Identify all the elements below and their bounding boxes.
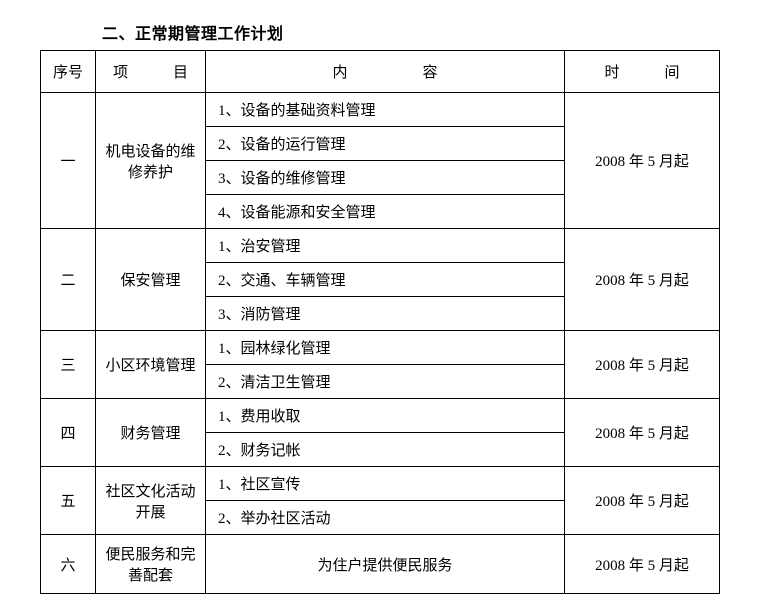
- cell-content: 1、治安管理2、交通、车辆管理3、消防管理: [206, 229, 565, 331]
- table-row: 六便民服务和完善配套为住户提供便民服务2008 年 5 月起: [41, 535, 720, 594]
- section-caption: 二、正常期管理工作计划: [40, 20, 720, 44]
- header-content-text: 内 容: [332, 65, 437, 81]
- header-content: 内 容: [206, 51, 565, 93]
- cell-time: 2008 年 5 月起: [565, 93, 720, 229]
- table-row: 三小区环境管理1、园林绿化管理2、清洁卫生管理2008 年 5 月起: [41, 331, 720, 399]
- content-line: 3、设备的维修管理: [206, 160, 564, 194]
- content-line: 2、举办社区活动: [206, 500, 564, 534]
- content-line: 3、消防管理: [206, 296, 564, 330]
- cell-content: 1、社区宣传2、举办社区活动: [206, 467, 565, 535]
- header-time: 时 间: [565, 51, 720, 93]
- content-line: 1、费用收取: [206, 399, 564, 432]
- cell-content: 1、费用收取2、财务记帐: [206, 399, 565, 467]
- header-project: 项 目: [96, 51, 206, 93]
- cell-content: 1、园林绿化管理2、清洁卫生管理: [206, 331, 565, 399]
- cell-time: 2008 年 5 月起: [565, 331, 720, 399]
- cell-seq: 二: [41, 229, 96, 331]
- cell-time: 2008 年 5 月起: [565, 399, 720, 467]
- cell-time: 2008 年 5 月起: [565, 467, 720, 535]
- content-line: 2、清洁卫生管理: [206, 364, 564, 398]
- content-line: 1、社区宣传: [206, 467, 564, 500]
- cell-time: 2008 年 5 月起: [565, 535, 720, 594]
- header-seq: 序号: [41, 51, 96, 93]
- table-row: 五社区文化活动开展1、社区宣传2、举办社区活动2008 年 5 月起: [41, 467, 720, 535]
- cell-project: 财务管理: [96, 399, 206, 467]
- table-row: 二保安管理1、治安管理2、交通、车辆管理3、消防管理2008 年 5 月起: [41, 229, 720, 331]
- cell-time: 2008 年 5 月起: [565, 229, 720, 331]
- cell-project: 社区文化活动开展: [96, 467, 206, 535]
- content-line: 1、园林绿化管理: [206, 331, 564, 364]
- table-row: 四财务管理1、费用收取2、财务记帐2008 年 5 月起: [41, 399, 720, 467]
- cell-seq: 一: [41, 93, 96, 229]
- cell-content: 为住户提供便民服务: [206, 535, 565, 594]
- cell-seq: 四: [41, 399, 96, 467]
- content-line: 2、交通、车辆管理: [206, 262, 564, 296]
- cell-seq: 五: [41, 467, 96, 535]
- table-row: 一机电设备的维修养护1、设备的基础资料管理2、设备的运行管理3、设备的维修管理4…: [41, 93, 720, 229]
- cell-project: 保安管理: [96, 229, 206, 331]
- content-line: 4、设备能源和安全管理: [206, 194, 564, 228]
- cell-seq: 六: [41, 535, 96, 594]
- cell-project: 便民服务和完善配套: [96, 535, 206, 594]
- cell-content: 1、设备的基础资料管理2、设备的运行管理3、设备的维修管理4、设备能源和安全管理: [206, 93, 565, 229]
- cell-project: 机电设备的维修养护: [96, 93, 206, 229]
- table-body: 一机电设备的维修养护1、设备的基础资料管理2、设备的运行管理3、设备的维修管理4…: [41, 93, 720, 594]
- header-time-text: 时 间: [604, 65, 679, 81]
- content-line: 2、财务记帐: [206, 432, 564, 466]
- content-line: 2、设备的运行管理: [206, 126, 564, 160]
- plan-table: 序号 项 目 内 容 时 间 一机电设备的维修养护1、设备的基础资料管理2、设备…: [40, 50, 720, 594]
- cell-seq: 三: [41, 331, 96, 399]
- header-project-text: 项 目: [113, 65, 188, 81]
- cell-project: 小区环境管理: [96, 331, 206, 399]
- table-header-row: 序号 项 目 内 容 时 间: [41, 51, 720, 93]
- content-line: 1、设备的基础资料管理: [206, 93, 564, 126]
- content-line: 1、治安管理: [206, 229, 564, 262]
